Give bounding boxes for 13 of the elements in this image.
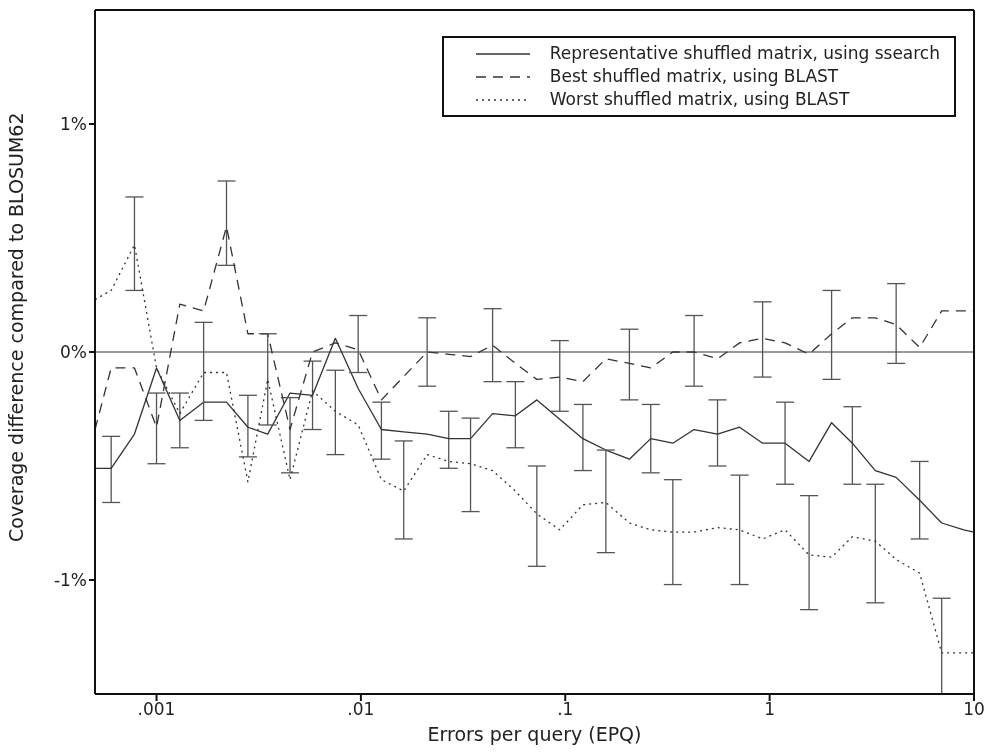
x-tick-label: 10 xyxy=(963,699,985,720)
x-tick-label: .1 xyxy=(557,699,574,720)
y-tick-label: 1% xyxy=(60,114,87,135)
x-tick-label: .01 xyxy=(347,699,375,720)
y-tick-label: 0% xyxy=(60,342,87,363)
y-axis-title: Coverage difference compared to BLOSUM62 xyxy=(4,112,27,542)
legend-label: Representative shuffled matrix, using ssearch xyxy=(549,42,940,65)
legend-label: Best shuffled matrix, using BLAST xyxy=(549,65,839,88)
legend-label: Worst shuffled matrix, using BLAST xyxy=(549,88,850,111)
y-tick-label: -1% xyxy=(53,570,87,591)
x-axis-title: Errors per query (EPQ) xyxy=(427,723,642,746)
x-tick-label: 1 xyxy=(764,699,776,720)
x-tick-label: .001 xyxy=(137,699,176,720)
